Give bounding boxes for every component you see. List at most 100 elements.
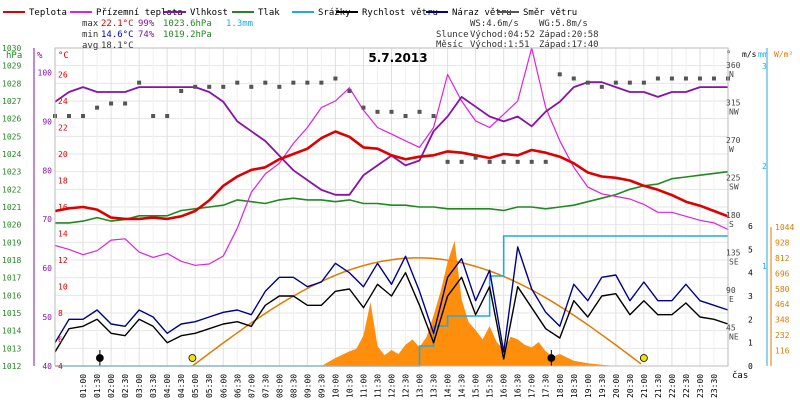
wind-direction-point (375, 109, 380, 114)
wind-direction-point (557, 72, 562, 77)
x-tick-label: 20:00 (612, 374, 621, 398)
stat-max-rain: 1.3mm (226, 19, 253, 29)
wind-speed-info: WS:4.6m/s (470, 19, 519, 29)
degc-tick-label: 14 (58, 230, 68, 239)
x-tick-label: 07:30 (261, 374, 270, 398)
x-tick-label: 15:00 (472, 374, 481, 398)
pct-tick-label: 90 (42, 117, 52, 126)
series-line-n-raz-v-tru (54, 246, 729, 353)
x-tick-label: 18:00 (556, 374, 565, 398)
pct-tick-label: 70 (42, 215, 52, 224)
grid (55, 47, 728, 367)
hpa-tick-label: 1012 (2, 362, 21, 371)
wind-direction-point (613, 80, 618, 85)
hpa-tick-label: 1028 (2, 79, 21, 88)
sunset-marker (639, 354, 648, 362)
wind-direction-point (151, 114, 156, 118)
degc-tick-label: 18 (58, 177, 68, 186)
x-tick-label: 22:00 (668, 374, 677, 398)
sunrise-marker (188, 354, 197, 362)
wind-direction-point (193, 84, 198, 89)
wind-direction-point (683, 76, 688, 81)
wind-direction-point (487, 159, 492, 164)
dir-tick-value: 180 (726, 211, 741, 220)
legend: Teplota Přízemní teplota Vlhkost Tlak Srážky… (3, 8, 577, 18)
dir-tick-value: 360 (726, 61, 741, 70)
series-layer (53, 47, 730, 367)
x-tick-label: 23:00 (696, 374, 705, 398)
x-tick-label: 02:30 (121, 374, 130, 398)
pct-tick-label: 50 (42, 313, 52, 322)
wind-direction-point (501, 159, 506, 164)
wind-direction-point (459, 159, 464, 164)
x-tick-label: 13:30 (430, 374, 439, 398)
moonrise-info: Východ:1:51 (470, 40, 530, 50)
x-tick-label: 05:30 (205, 374, 214, 398)
wm2-tick-label: 348 (775, 316, 790, 325)
mm-tick-label: 3 (762, 62, 767, 71)
stat-avg-label: avg (82, 41, 98, 51)
x-tick-label: 20:30 (626, 374, 635, 398)
wind-direction-point (277, 84, 282, 89)
wind-direction-point (137, 80, 142, 85)
wind-direction-point (207, 84, 212, 89)
axis-title-dir: ° (726, 50, 731, 60)
chart-title: 5.7.2013 (368, 51, 427, 65)
hpa-tick-label: 1019 (2, 238, 21, 247)
x-tick-label: 05:00 (191, 374, 200, 398)
hpa-tick-label: 1016 (2, 291, 21, 300)
hpa-tick-label: 1021 (2, 203, 21, 212)
stat-max-label: max (82, 19, 99, 29)
wind-direction-point (571, 76, 576, 81)
series-line-tlak (55, 170, 729, 224)
wind-direction-point (641, 80, 646, 85)
x-tick-label: 17:30 (542, 374, 551, 398)
legend-label: Teplota (29, 8, 67, 18)
sun-label: Slunce (436, 30, 469, 40)
x-tick-label: 02:00 (107, 374, 116, 398)
wind-direction-point (249, 84, 254, 89)
ms-tick-label: 3 (748, 292, 753, 301)
dir-tick-value: 90 (726, 286, 736, 295)
x-tick-label: 21:30 (654, 374, 663, 398)
pct-tick-label: 100 (38, 68, 53, 77)
wm2-tick-label: 812 (775, 254, 790, 263)
sunset-info: Západ:20:58 (539, 30, 599, 40)
axis-title-degc: °C (58, 51, 69, 61)
axis-title-pct: % (37, 51, 43, 61)
hpa-tick-label: 1024 (2, 150, 21, 159)
x-axis-label: čas (732, 370, 748, 381)
x-tick-label: 17:00 (528, 374, 537, 398)
wind-direction-point (291, 80, 296, 85)
wind-direction-point (67, 114, 72, 118)
x-tick-label: 16:30 (514, 374, 523, 398)
left-axes: hPa1012101310141015101610171018101910201… (2, 44, 69, 371)
mm-tick-label: 1 (762, 262, 767, 271)
hpa-tick-label: 1025 (2, 132, 21, 141)
stats-block: max 22.1°C 99% 1023.6hPa 1.3mm min 14.6°… (82, 19, 253, 51)
dir-tick-value: 225 (726, 174, 741, 183)
degc-tick-label: 6 (58, 336, 63, 345)
hpa-tick-label: 1013 (2, 344, 21, 353)
x-tick-label: 21:00 (640, 374, 649, 398)
wind-direction-point (263, 80, 268, 85)
wind-direction-point (165, 114, 170, 118)
hpa-tick-label: 1018 (2, 256, 21, 265)
x-tick-label: 06:30 (233, 374, 242, 398)
solar-radiation-area (321, 240, 616, 366)
wm2-tick-label: 464 (775, 300, 790, 309)
dir-tick-compass: E (729, 295, 734, 304)
ms-tick-label: 2 (748, 315, 753, 324)
x-tick-label: 04:00 (163, 374, 172, 398)
moonrise-marker (95, 354, 104, 362)
degc-tick-label: 26 (58, 71, 68, 80)
x-tick-label: 23:30 (710, 374, 719, 398)
hpa-tick-label: 1027 (2, 97, 21, 106)
x-tick-label: 16:00 (500, 374, 509, 398)
wind-direction-point (347, 89, 352, 93)
legend-label: Vlhkost (190, 8, 228, 18)
wind-direction-point (669, 76, 674, 81)
degc-tick-label: 10 (58, 283, 68, 292)
hpa-tick-label: 1029 (2, 62, 21, 71)
